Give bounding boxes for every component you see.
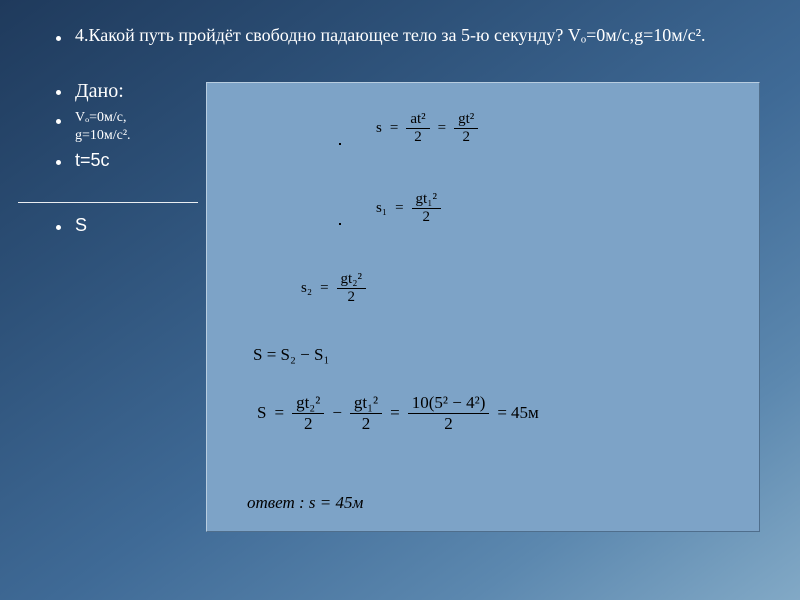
bullet-icon [56, 225, 61, 230]
formula-row-4: S = S₂ − S₁ [253, 345, 329, 365]
bullet-icon [56, 90, 61, 95]
question-row: 4.Какой путь пройдёт свободно падающее т… [56, 24, 770, 47]
given-block: Дано: Vₒ=0м/с, g=10м/с². t=5с S [56, 80, 196, 242]
dot-icon [339, 143, 341, 145]
slide: 4.Какой путь пройдёт свободно падающее т… [0, 0, 800, 600]
formula-row-3: s₂ = gt₂² 2 [297, 271, 370, 307]
fraction: gt₁² 2 [412, 191, 441, 227]
dot-icon [339, 223, 341, 225]
formula-row-2: s₁ = gt₁² 2 [372, 191, 445, 227]
fraction: at² 2 [406, 111, 429, 147]
given-label: Дано: [75, 80, 124, 103]
divider [18, 202, 198, 203]
fraction: 10(5² − 4²) 2 [408, 393, 490, 433]
bullet-icon [56, 160, 61, 165]
formula-box: s = at² 2 = gt² 2 s₁ = gt₁² 2 [206, 82, 760, 532]
given-t: t=5с [75, 150, 110, 171]
bullet-icon [56, 36, 61, 41]
formula-row-1: s = at² 2 = gt² 2 [372, 111, 482, 147]
question-text: 4.Какой путь пройдёт свободно падающее т… [75, 24, 706, 47]
given-v0: Vₒ=0м/с, [75, 110, 127, 125]
var-s1: s₁ [376, 200, 387, 217]
fraction: gt₂² 2 [292, 393, 324, 433]
result: 45м [511, 403, 539, 423]
bullet-icon [56, 119, 61, 124]
fraction: gt₂² 2 [337, 271, 366, 307]
given-find: S [75, 215, 87, 236]
given-line: Vₒ=0м/с, g=10м/с². [75, 109, 131, 144]
var-S: S [257, 403, 266, 423]
fraction: gt₁² 2 [350, 393, 382, 433]
var-s2: s₂ [301, 280, 312, 297]
fraction: gt² 2 [454, 111, 478, 147]
given-g: g=10м/с². [75, 128, 131, 143]
answer-text: ответ : s = 45м [247, 493, 363, 513]
formula-row-5: S = gt₂² 2 − gt₁² 2 = 10(5² − 4²) 2 = 45… [253, 393, 539, 433]
var-s: s [376, 120, 382, 137]
